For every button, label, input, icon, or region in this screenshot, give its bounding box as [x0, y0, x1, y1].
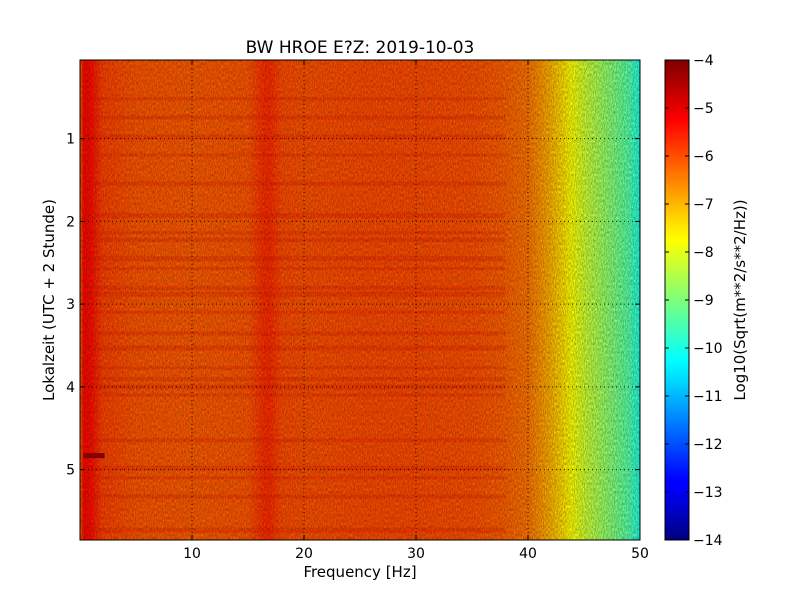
colorbar: −4 −5 −6 −7 −8 −9 −10 −11 −12 −13 −14 Log10(Sqrt(m…: [664, 53, 749, 549]
y-tick-label: 4: [66, 380, 75, 396]
colorbar-tick-label: −12: [693, 437, 723, 453]
y-tick-label: 2: [66, 214, 75, 230]
colorbar-ticks: −4 −5 −6 −7 −8 −9 −10 −11 −12 −13 −14: [665, 53, 723, 549]
colorbar-tick-label: −8: [693, 245, 714, 261]
x-tick-label: 40: [519, 546, 537, 562]
colorbar-tick-label: −13: [693, 485, 723, 501]
x-axis-label: Frequency [Hz]: [303, 563, 416, 581]
y-tick-label: 5: [66, 463, 75, 479]
x-tick-label: 20: [295, 546, 313, 562]
x-tick-label: 30: [407, 546, 425, 562]
colorbar-label: Log10(Sqrt(m**2/s**2/Hz)): [731, 199, 749, 400]
x-tick-label: 50: [631, 546, 649, 562]
colorbar-tick-label: −5: [693, 101, 714, 117]
chart-title: BW HROE E?Z: 2019-10-03: [246, 38, 475, 58]
y-tick-label: 3: [66, 297, 75, 313]
y-axis-ticks: 1 2 3 4 5: [66, 132, 640, 479]
heatmap-noise: [80, 60, 640, 540]
colorbar-tick-label: −10: [693, 341, 723, 357]
plot-frame: [79, 59, 641, 541]
colorbar-tick-label: −11: [693, 389, 723, 405]
heatmap-area: [79, 59, 641, 541]
y-tick-label: 1: [66, 132, 75, 148]
colorbar-tick-label: −9: [693, 293, 714, 309]
colorbar-tick-label: −7: [693, 197, 714, 213]
y-axis-label: Lokalzeit (UTC + 2 Stunde): [40, 199, 58, 401]
colorbar-tick-label: −14: [693, 533, 723, 549]
colorbar-tick-label: −6: [693, 149, 714, 165]
x-axis-ticks: 10 20 30 40 50: [183, 60, 649, 562]
colorbar-tick-label: −4: [693, 53, 714, 69]
x-tick-label: 10: [183, 546, 201, 562]
